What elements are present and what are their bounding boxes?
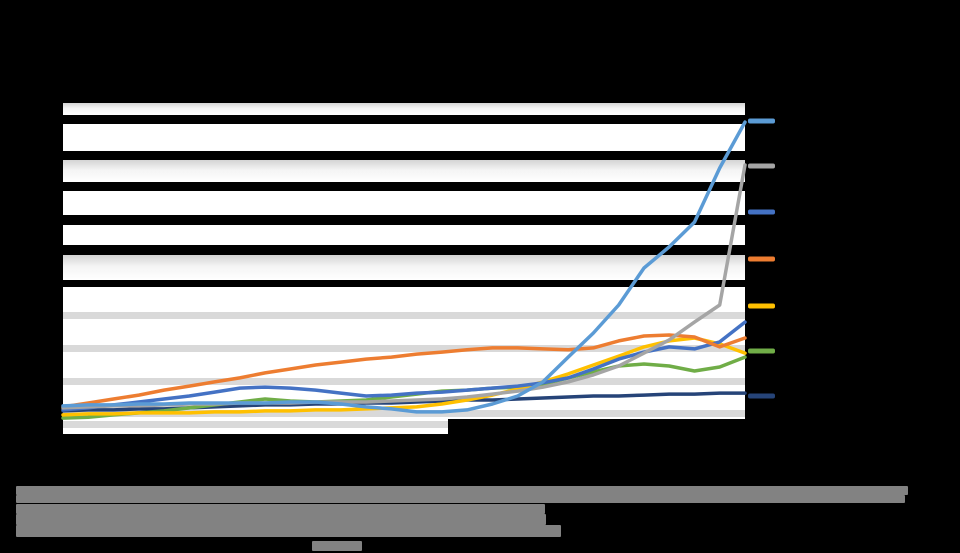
gridline-stripe-1 [63, 345, 745, 352]
gridline-stripe-partial [63, 421, 448, 428]
plot-band-3 [63, 191, 745, 215]
plot-band-0 [63, 103, 745, 115]
legend-key-5 [748, 348, 775, 354]
plot-dark-patch [448, 419, 745, 434]
gridline-stripe-2 [63, 378, 745, 385]
legend-key-0 [748, 118, 775, 124]
plot-band-1 [63, 124, 745, 151]
legend-key-3 [748, 256, 775, 262]
series-orange-line [61, 333, 747, 409]
series-light-blue-line [61, 120, 747, 414]
legend-key-2 [748, 209, 775, 215]
plot-band-5 [63, 255, 745, 280]
legend-key-6 [748, 393, 775, 399]
legend-key-4 [748, 303, 775, 309]
series-yellow-line [61, 336, 747, 417]
gridline-stripe-3 [63, 410, 745, 417]
series-blue-line [61, 320, 747, 412]
legend-key-1 [748, 163, 775, 169]
plot-band-2 [63, 160, 745, 182]
gridline-stripe-0 [63, 312, 745, 319]
plot-band-4 [63, 225, 745, 245]
